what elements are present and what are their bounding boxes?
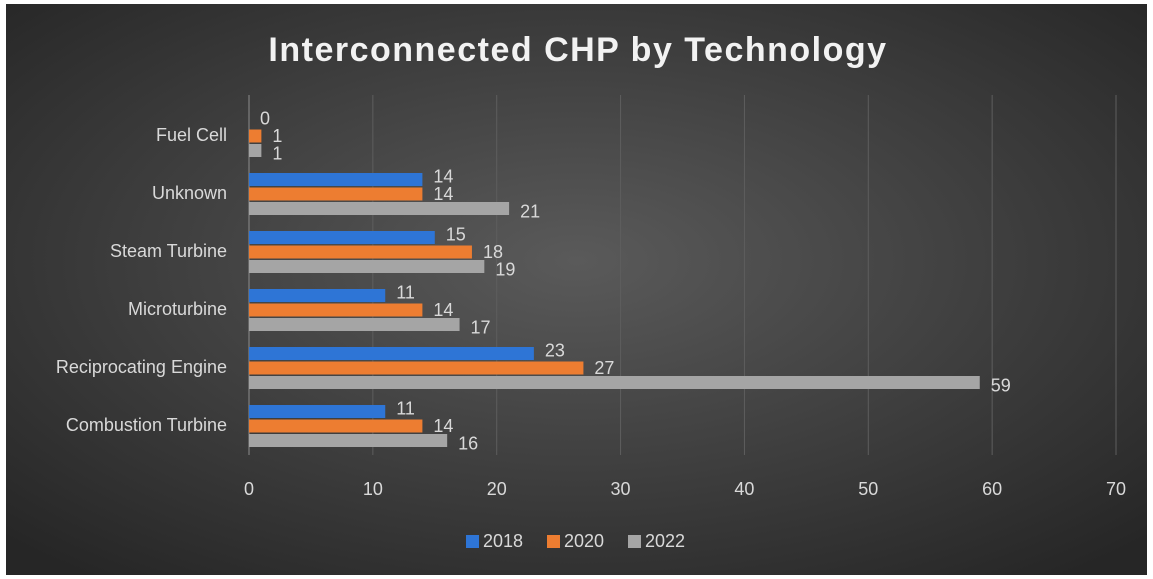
data-label: 15 bbox=[446, 224, 466, 244]
bar bbox=[249, 419, 423, 433]
x-tick-label: 30 bbox=[611, 479, 631, 499]
bar bbox=[249, 434, 448, 447]
data-label: 11 bbox=[396, 398, 415, 418]
legend-swatch bbox=[628, 535, 641, 548]
data-label: 1 bbox=[272, 126, 282, 146]
legend-label: 2020 bbox=[564, 531, 604, 551]
bar bbox=[249, 303, 423, 317]
x-tick-label: 0 bbox=[244, 479, 254, 499]
legend-label: 2022 bbox=[645, 531, 685, 551]
data-label: 16 bbox=[458, 433, 478, 453]
x-tick-label: 50 bbox=[858, 479, 878, 499]
bar bbox=[249, 347, 534, 360]
bar bbox=[249, 376, 980, 389]
legend-swatch bbox=[466, 535, 479, 548]
bar bbox=[249, 405, 386, 418]
data-label: 18 bbox=[483, 242, 503, 262]
data-label: 27 bbox=[594, 358, 614, 378]
bar bbox=[249, 173, 423, 186]
chart-title: Interconnected CHP by Technology bbox=[268, 31, 887, 69]
y-tick-label: Reciprocating Engine bbox=[56, 357, 227, 377]
bar bbox=[249, 187, 423, 201]
bar bbox=[249, 231, 435, 244]
bar bbox=[249, 318, 460, 331]
x-tick-label: 20 bbox=[487, 479, 507, 499]
bar bbox=[249, 289, 386, 302]
legend-label: 2018 bbox=[483, 531, 523, 551]
x-tick-label: 40 bbox=[734, 479, 754, 499]
y-tick-label: Combustion Turbine bbox=[66, 415, 227, 435]
bar bbox=[249, 129, 262, 143]
x-tick-label: 70 bbox=[1106, 479, 1126, 499]
bar bbox=[249, 144, 262, 157]
y-tick-label: Unknown bbox=[152, 183, 227, 203]
x-tick-label: 10 bbox=[363, 479, 383, 499]
data-label: 21 bbox=[520, 201, 540, 221]
bar bbox=[249, 260, 485, 273]
data-label: 1 bbox=[272, 143, 282, 163]
data-label: 17 bbox=[471, 317, 491, 337]
bar bbox=[249, 245, 472, 259]
data-label: 14 bbox=[433, 166, 453, 186]
x-tick-label: 60 bbox=[982, 479, 1002, 499]
y-tick-label: Fuel Cell bbox=[156, 125, 227, 145]
data-label: 11 bbox=[396, 282, 415, 302]
data-label: 23 bbox=[545, 340, 565, 360]
data-label: 14 bbox=[433, 416, 453, 436]
data-label: 59 bbox=[991, 375, 1011, 395]
data-label: 14 bbox=[433, 300, 453, 320]
data-label: 0 bbox=[260, 108, 270, 128]
data-label: 14 bbox=[433, 184, 453, 204]
bar bbox=[249, 361, 584, 375]
legend-swatch bbox=[547, 535, 560, 548]
bar bbox=[249, 202, 510, 215]
chart-background bbox=[6, 4, 1147, 575]
y-tick-label: Microturbine bbox=[128, 299, 227, 319]
data-label: 19 bbox=[495, 259, 515, 279]
y-tick-label: Steam Turbine bbox=[110, 241, 227, 261]
